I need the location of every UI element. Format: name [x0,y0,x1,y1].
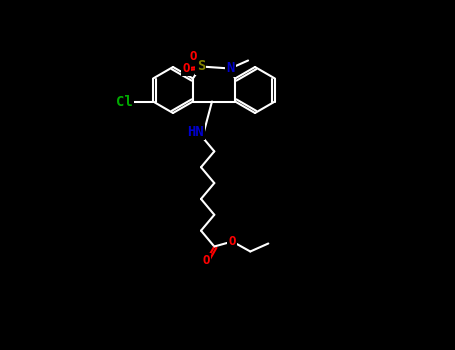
Text: O: O [182,62,190,75]
Text: N: N [226,62,234,76]
Text: HN: HN [187,125,204,139]
Text: O: O [189,50,197,63]
Text: Cl: Cl [116,94,133,108]
Text: S: S [197,60,205,74]
Text: O: O [228,235,236,248]
Text: O: O [202,254,210,267]
